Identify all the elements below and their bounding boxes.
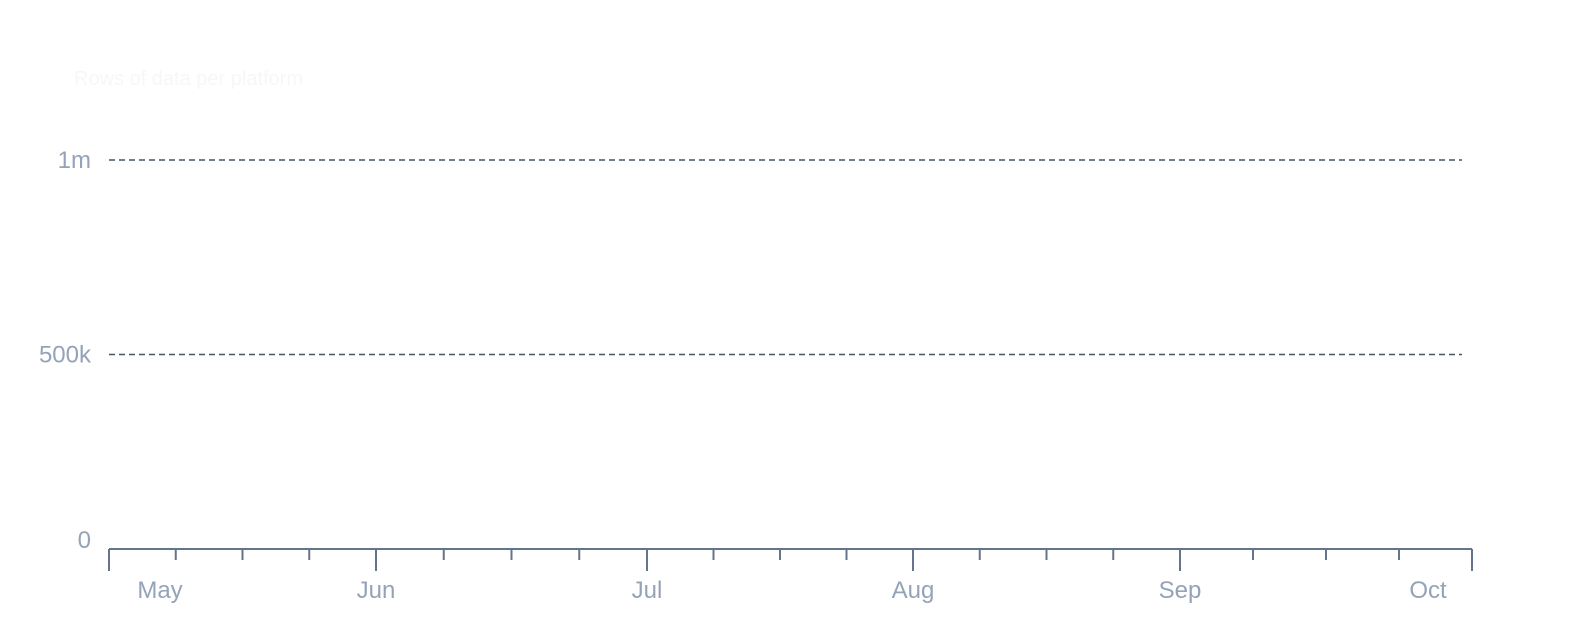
x-tick-label: Sep: [1159, 577, 1202, 604]
x-tick-label: Jun: [357, 577, 396, 604]
y-tick-label: 0: [78, 527, 91, 554]
x-tick-label: Jul: [632, 577, 663, 604]
chart-title: Rows of data per platform: [74, 68, 303, 90]
x-tick-label: May: [137, 577, 182, 604]
y-tick-label: 1m: [58, 147, 91, 174]
x-tick-label: Oct: [1409, 577, 1447, 604]
x-tick-label: Aug: [892, 577, 935, 604]
y-tick-label: 500k: [39, 342, 92, 369]
